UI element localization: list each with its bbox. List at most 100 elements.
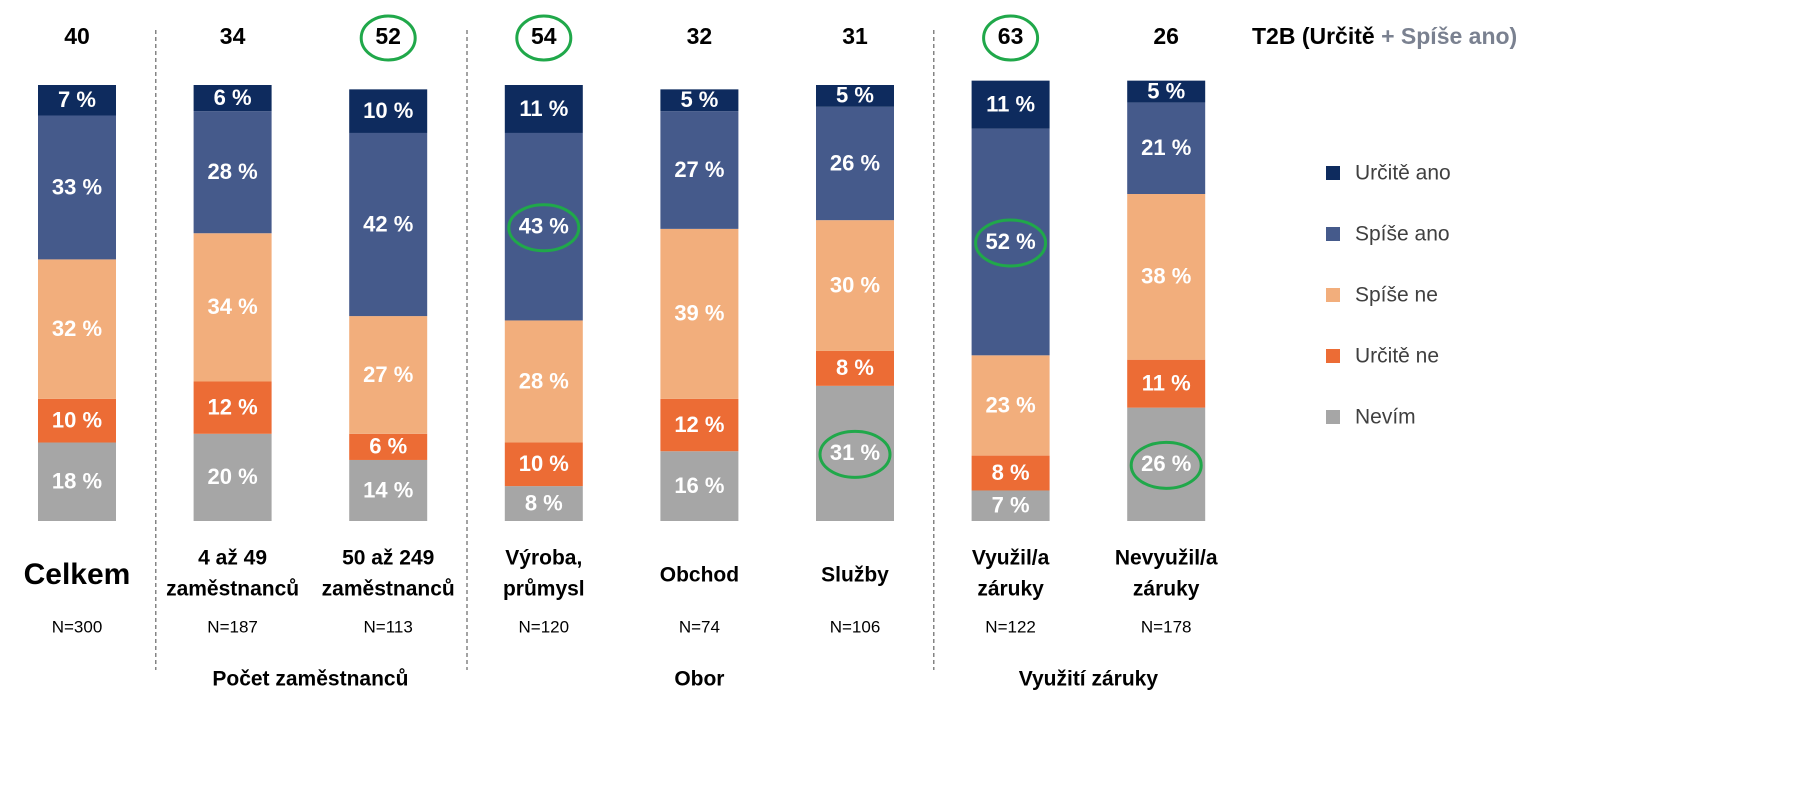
value-label: 5 %	[680, 87, 718, 112]
value-label: 43 %	[519, 214, 569, 239]
category-label: záruky	[977, 578, 1044, 601]
value-label: 26 %	[830, 150, 880, 175]
category-label: Služby	[821, 564, 889, 587]
legend-swatch	[1326, 227, 1340, 241]
legend-label: Spíše ano	[1355, 223, 1450, 246]
highlight-circle	[515, 14, 573, 62]
bar-segment	[971, 128, 1050, 356]
value-label: 23 %	[986, 392, 1036, 417]
bar-segment	[816, 85, 894, 107]
totals-label: T2B (Určitě + Spíše ano)	[1252, 23, 1517, 49]
bar-segment	[1127, 407, 1206, 521]
category-label: 50 až 249	[342, 547, 434, 570]
group-label: Počet zaměstnanců	[212, 668, 408, 691]
value-label: 32 %	[52, 316, 102, 341]
total-label: 54	[531, 23, 557, 49]
value-label: 52 %	[986, 229, 1036, 254]
value-label: 27 %	[363, 362, 413, 387]
total-label: 63	[998, 23, 1024, 49]
value-label: 6 %	[214, 85, 252, 110]
bar-segment	[38, 398, 116, 443]
value-label: 8 %	[992, 460, 1030, 485]
legend-label: Spíše ne	[1355, 284, 1438, 307]
bar-segment	[504, 132, 583, 321]
bar-segment	[193, 233, 272, 382]
n-label: N=178	[1141, 617, 1192, 636]
highlight-circle	[1129, 440, 1203, 490]
bar-segment	[504, 442, 583, 487]
bar-segment	[1127, 194, 1206, 360]
value-label: 21 %	[1141, 135, 1191, 160]
value-label: 11 %	[1142, 370, 1191, 395]
category-label: záruky	[1133, 578, 1200, 601]
value-label: 11 %	[986, 91, 1035, 116]
value-label: 11 %	[519, 96, 568, 121]
value-label: 26 %	[1141, 451, 1191, 476]
value-label: 27 %	[674, 157, 724, 182]
total-label: 32	[687, 23, 713, 49]
total-label: 26	[1153, 23, 1179, 49]
bar-segment	[38, 115, 116, 260]
totals-label-part: + Spíše ano)	[1381, 23, 1517, 49]
bar-segment	[971, 455, 1050, 491]
highlight-circle	[974, 218, 1048, 268]
category-label: zaměstnanců	[322, 578, 455, 601]
bar-segment	[38, 259, 116, 399]
value-label: 10 %	[363, 98, 413, 123]
n-label: N=187	[207, 617, 258, 636]
value-label: 31 %	[830, 440, 880, 465]
n-label: N=106	[830, 617, 881, 636]
category-label: Obchod	[660, 564, 739, 587]
totals-label-part: T2B (Určitě	[1252, 23, 1375, 49]
bar-segment	[660, 111, 739, 229]
bar-segment	[504, 85, 583, 133]
legend-swatch	[1326, 288, 1340, 302]
legend-swatch	[1326, 166, 1340, 180]
value-label: 18 %	[52, 469, 102, 494]
category-label: Využil/a	[972, 547, 1050, 570]
group-label: Využití záruky	[1019, 668, 1159, 691]
value-label: 38 %	[1141, 264, 1191, 289]
value-label: 33 %	[52, 174, 102, 199]
legend-label: Určitě ne	[1355, 345, 1439, 368]
highlight-circle	[507, 203, 581, 253]
bar-segment	[660, 451, 739, 521]
bar-segment	[1127, 80, 1206, 103]
bar-segment	[193, 381, 272, 434]
bar-segment	[816, 385, 894, 521]
bar-segment	[816, 220, 894, 351]
n-label: N=113	[364, 617, 413, 636]
category-label: zaměstnanců	[166, 578, 299, 601]
bar-segment	[193, 111, 272, 234]
highlight-circle	[359, 14, 417, 62]
category-label: Nevyužil/a	[1115, 547, 1218, 570]
legend-label: Nevím	[1355, 406, 1416, 429]
value-label: 28 %	[519, 368, 569, 393]
bar-segment	[349, 132, 428, 317]
value-label: 12 %	[208, 394, 258, 419]
value-label: 10 %	[52, 408, 102, 433]
value-label: 34 %	[208, 294, 258, 319]
bar-segment	[660, 228, 739, 399]
value-label: 8 %	[525, 490, 563, 515]
bar-segment	[349, 316, 428, 434]
value-label: 20 %	[208, 464, 258, 489]
value-label: 12 %	[674, 412, 724, 437]
bar-segment	[660, 398, 739, 452]
bar-segment	[660, 89, 739, 112]
bar-segment	[349, 459, 428, 521]
legend-swatch	[1326, 410, 1340, 424]
group-label: Obor	[674, 668, 724, 691]
bar-segment	[504, 486, 583, 521]
total-label: 40	[64, 23, 90, 49]
category-label: Výroba,	[505, 547, 582, 570]
total-label: 34	[220, 23, 246, 49]
n-label: N=122	[985, 617, 1036, 636]
value-label: 39 %	[674, 301, 724, 326]
value-label: 7 %	[992, 493, 1030, 518]
n-label: N=120	[519, 617, 570, 636]
value-label: 6 %	[369, 434, 407, 459]
total-label: 52	[375, 23, 401, 49]
bar-segment	[971, 355, 1050, 456]
